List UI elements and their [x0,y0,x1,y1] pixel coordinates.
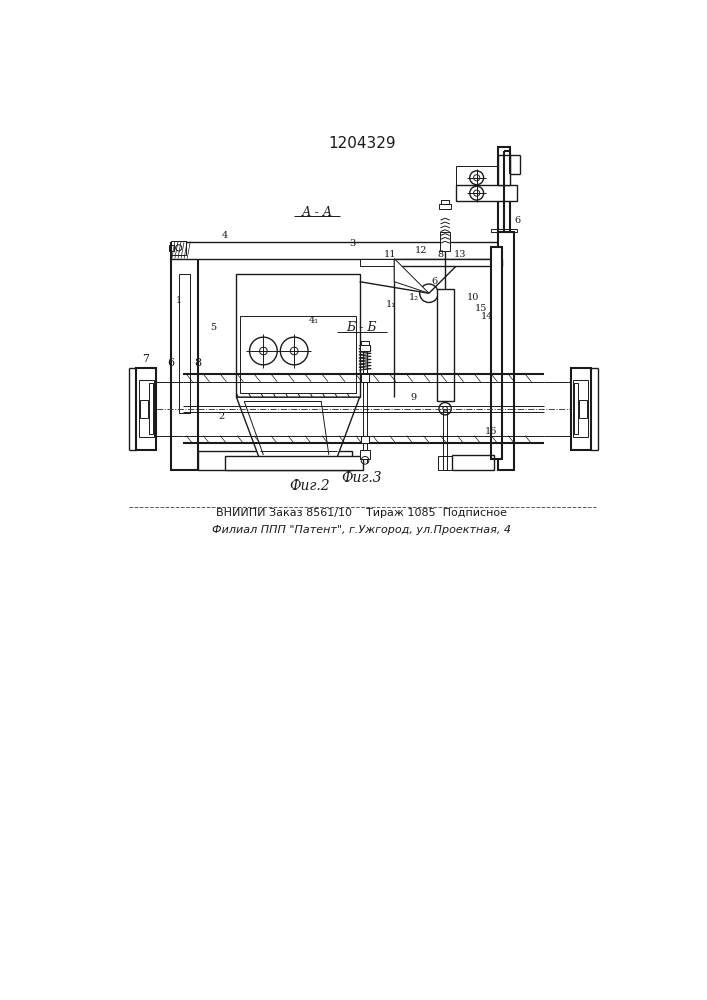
Bar [579,400,587,418]
Bar [361,374,369,382]
Text: 4₁: 4₁ [308,316,319,325]
Bar [171,242,502,259]
Polygon shape [236,397,360,459]
Bar [148,383,153,434]
Polygon shape [395,259,429,293]
Bar [456,185,518,201]
Bar [452,455,494,470]
Bar [498,232,514,470]
Text: Филиал ППП "Патент", г.Ужгород, ул.Проектная, 4: Филиал ППП "Патент", г.Ужгород, ул.Проек… [212,525,511,535]
Bar [498,147,510,232]
Circle shape [250,337,277,365]
Text: 6: 6 [431,277,438,286]
Bar [441,200,449,204]
Bar [240,316,356,393]
Text: 1: 1 [175,296,182,305]
Bar [361,436,369,443]
Circle shape [469,171,484,185]
Bar [439,204,451,209]
Text: 16: 16 [484,427,497,436]
Text: А - А: А - А [302,206,333,219]
Text: 5: 5 [210,323,216,332]
Bar [361,341,369,345]
Circle shape [469,186,484,200]
Bar [139,380,154,437]
Bar [170,245,174,251]
Text: 8: 8 [194,358,201,368]
Text: ВНИИПИ Заказ 8561/10    Тираж 1085  Подписное: ВНИИПИ Заказ 8561/10 Тираж 1085 Подписно… [216,508,508,518]
Circle shape [291,347,298,355]
Circle shape [281,337,308,365]
Bar [438,456,452,470]
Text: 15: 15 [474,304,486,313]
Bar [225,456,363,470]
Bar [456,166,498,185]
Circle shape [259,347,267,355]
Circle shape [443,406,448,411]
Text: 1₂: 1₂ [409,293,419,302]
Text: 11: 11 [384,250,397,259]
Circle shape [439,403,451,415]
Bar [171,241,187,255]
Bar [571,368,590,450]
Circle shape [420,284,438,302]
Bar [236,274,360,397]
Text: 1₁: 1₁ [385,300,395,309]
Bar [440,232,450,251]
Text: 12: 12 [415,246,428,255]
Bar [491,247,502,459]
Bar [443,409,448,470]
Text: 7: 7 [142,354,149,364]
Text: 8: 8 [438,250,443,259]
Bar [442,297,448,397]
Text: 9: 9 [411,393,416,402]
Bar [491,229,518,232]
Text: 6: 6 [168,358,175,368]
Circle shape [175,245,182,251]
Bar [360,259,398,266]
Bar [437,289,454,401]
Bar [360,450,370,459]
Bar [498,155,510,185]
Bar [171,243,198,470]
Text: 4: 4 [222,231,228,240]
Text: Б - Б: Б - Б [346,321,378,334]
Bar [179,274,190,413]
Bar [573,380,588,437]
Text: Фиг.3: Фиг.3 [341,471,382,485]
Text: 2: 2 [218,412,224,421]
Text: 10: 10 [467,293,479,302]
Text: 3: 3 [349,239,355,248]
Bar [395,259,502,266]
Bar [136,368,156,450]
Bar [140,400,148,418]
Text: 6: 6 [515,216,520,225]
Bar [198,451,352,470]
Text: Фиг.2: Фиг.2 [289,479,330,493]
Bar [573,383,578,434]
Bar [360,345,370,351]
Text: 1204329: 1204329 [328,136,396,151]
Text: 14: 14 [481,312,493,321]
Text: 13: 13 [453,250,466,259]
